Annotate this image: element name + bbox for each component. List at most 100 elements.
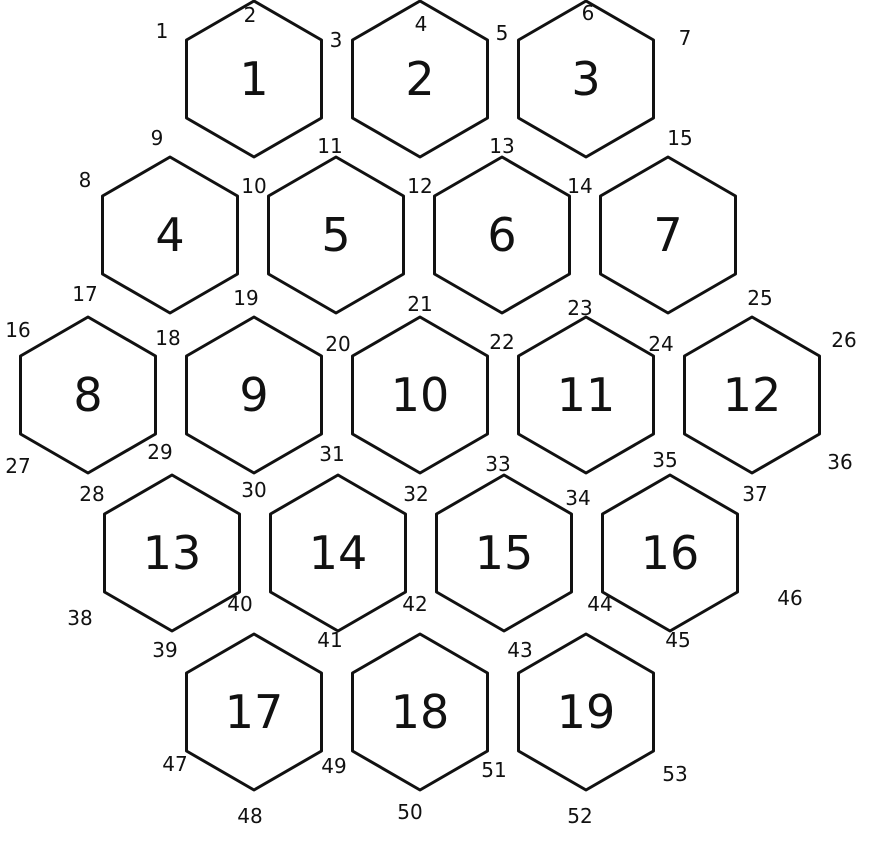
hexagon-19: 19: [517, 632, 655, 792]
hexagon-shape: [19, 315, 157, 475]
hexagon-shape: [185, 315, 323, 475]
vertex-label: 15: [667, 126, 692, 150]
hexagon-shape: [101, 155, 239, 315]
hexagon-number: 18: [391, 685, 450, 739]
vertex-label: 14: [567, 174, 592, 198]
vertex-label: 23: [567, 296, 592, 320]
hexagon-shape: [683, 315, 821, 475]
vertex-label: 45: [665, 628, 690, 652]
hexagon-number: 3: [571, 52, 600, 106]
vertex-label: 19: [233, 286, 258, 310]
hexagon-number: 6: [487, 208, 516, 262]
hexagon-number: 4: [155, 208, 184, 262]
hexagon-4: 4: [101, 155, 239, 315]
hexagon-7: 7: [599, 155, 737, 315]
hexagon-shape: [517, 315, 655, 475]
vertex-label: 52: [567, 804, 592, 828]
vertex-label: 43: [507, 638, 532, 662]
hexagon-shape: [517, 632, 655, 792]
hexagon-2: 2: [351, 0, 489, 159]
vertex-label: 32: [403, 482, 428, 506]
hexagon-shape: [517, 0, 655, 159]
vertex-label: 1: [156, 19, 169, 43]
vertex-label: 27: [5, 454, 30, 478]
hexagon-number: 11: [557, 368, 616, 422]
vertex-label: 35: [652, 448, 677, 472]
hexagon-number: 8: [73, 368, 102, 422]
vertex-label: 10: [241, 174, 266, 198]
vertex-label: 20: [325, 332, 350, 356]
vertex-label: 3: [330, 28, 343, 52]
hexagon-shape: [185, 0, 323, 159]
hexagon-shape: [267, 155, 405, 315]
hexagon-shape: [601, 473, 739, 633]
hexagon-shape: [103, 473, 241, 633]
hexagon-shape: [351, 315, 489, 475]
vertex-label: 2: [244, 3, 257, 27]
hexagon-1: 1: [185, 0, 323, 159]
hexagon-shape: [269, 473, 407, 633]
vertex-label: 53: [662, 762, 687, 786]
vertex-label: 8: [79, 168, 92, 192]
hexagon-number: 12: [723, 368, 782, 422]
vertex-label: 18: [155, 326, 180, 350]
vertex-label: 40: [227, 592, 252, 616]
vertex-label: 29: [147, 440, 172, 464]
hexagon-number: 7: [653, 208, 682, 262]
hexagon-16: 16: [601, 473, 739, 633]
vertex-label: 12: [407, 174, 432, 198]
vertex-label: 21: [407, 292, 432, 316]
vertex-label: 48: [237, 804, 262, 828]
vertex-label: 26: [831, 328, 856, 352]
hexagon-number: 10: [391, 368, 450, 422]
vertex-label: 34: [565, 486, 590, 510]
hexagon-shape: [433, 155, 571, 315]
hexagon-number: 14: [309, 526, 368, 580]
hexagon-shape: [599, 155, 737, 315]
vertex-label: 16: [5, 318, 30, 342]
vertex-label: 44: [587, 592, 612, 616]
hexagon-number: 2: [405, 52, 434, 106]
hexagon-number: 16: [641, 526, 700, 580]
vertex-label: 24: [648, 332, 673, 356]
vertex-label: 25: [747, 286, 772, 310]
hexagon-number: 19: [557, 685, 616, 739]
hexagon-number: 5: [321, 208, 350, 262]
hexagon-6: 6: [433, 155, 571, 315]
hexagon-number: 15: [475, 526, 534, 580]
vertex-label: 7: [679, 26, 692, 50]
hexagon-number: 1: [239, 52, 268, 106]
vertex-label: 49: [321, 754, 346, 778]
hexagon-11: 11: [517, 315, 655, 475]
hexagon-9: 9: [185, 315, 323, 475]
hexagon-number: 9: [239, 368, 268, 422]
hexagon-3: 3: [517, 0, 655, 159]
vertex-label: 28: [79, 482, 104, 506]
vertex-label: 11: [317, 134, 342, 158]
vertex-label: 38: [67, 606, 92, 630]
vertex-label: 22: [489, 330, 514, 354]
vertex-label: 9: [151, 126, 164, 150]
vertex-label: 33: [485, 452, 510, 476]
hexagon-17: 17: [185, 632, 323, 792]
hexagon-14: 14: [269, 473, 407, 633]
vertex-label: 42: [402, 592, 427, 616]
vertex-label: 37: [742, 482, 767, 506]
vertex-label: 46: [777, 586, 802, 610]
hexagon-shape: [435, 473, 573, 633]
hexagon-shape: [185, 632, 323, 792]
vertex-label: 47: [162, 752, 187, 776]
vertex-label: 30: [241, 478, 266, 502]
vertex-label: 5: [496, 21, 509, 45]
vertex-label: 31: [319, 442, 344, 466]
vertex-label: 17: [72, 282, 97, 306]
vertex-label: 39: [152, 638, 177, 662]
hexagon-8: 8: [19, 315, 157, 475]
hexagon-number: 17: [225, 685, 284, 739]
hexagon-15: 15: [435, 473, 573, 633]
hexagon-shape: [351, 632, 489, 792]
hexagon-shape: [351, 0, 489, 159]
